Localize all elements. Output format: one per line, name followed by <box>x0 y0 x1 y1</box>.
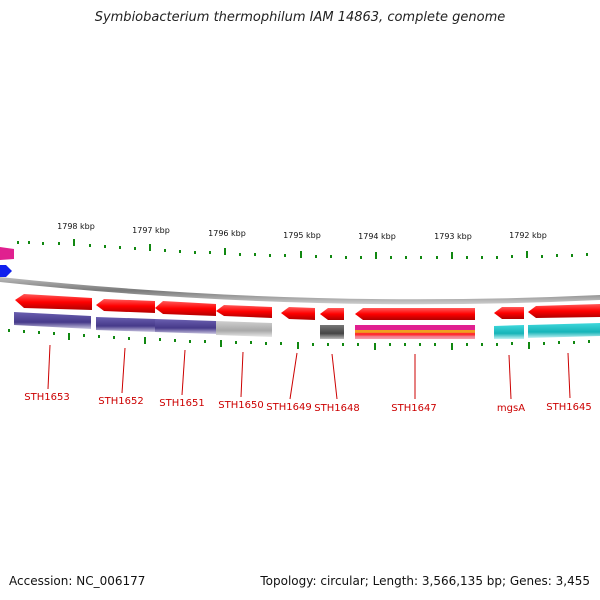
cog-block-mgsa <box>494 325 524 339</box>
kbp-label-1797: 1797 kbp <box>132 226 170 235</box>
kbp-label-1798: 1798 kbp <box>57 222 95 231</box>
accession-text: Accession: NC_006177 <box>9 574 146 588</box>
cog-block-sth1650 <box>216 321 272 337</box>
gene-arrow-sth1653 <box>15 294 92 310</box>
kbp-label-1793: 1793 kbp <box>434 232 472 241</box>
kbp-label-1796: 1796 kbp <box>208 229 246 238</box>
gene-label-mgsa: mgsA <box>497 403 525 414</box>
cog-block-sth1647 <box>355 325 475 339</box>
cog-block-sth1648 <box>320 325 344 339</box>
page-title: Symbiobacterium thermophilum IAM 14863, … <box>94 10 506 25</box>
gene-label-sth1652: STH1652 <box>98 396 143 407</box>
kbp-label-1792: 1792 kbp <box>509 231 547 240</box>
inner-ruler <box>8 329 590 350</box>
outer-ruler <box>17 239 588 259</box>
gene-arrow-sth1651 <box>155 301 216 316</box>
gene-label-sth1645: STH1645 <box>546 402 591 413</box>
gene-arrow-mgsa <box>494 307 524 319</box>
gene-label-sth1653: STH1653 <box>24 392 69 403</box>
cog-band <box>14 312 600 339</box>
gene-label-sth1648: STH1648 <box>314 403 359 414</box>
kbp-label-1795: 1795 kbp <box>283 231 321 240</box>
gene-arrow-sth1647 <box>355 308 475 320</box>
cog-block-sth1651 <box>155 319 216 334</box>
gene-arrow-sth1648 <box>320 308 344 320</box>
gene-label-sth1651: STH1651 <box>159 398 204 409</box>
cog-block-sth1645 <box>528 323 600 338</box>
left-blue-feature <box>0 265 12 277</box>
gene-arrow-sth1645 <box>528 304 600 318</box>
genome-backbone <box>0 277 600 305</box>
cog-block-sth1653 <box>14 312 91 329</box>
genome-summary-text: Topology: circular; Length: 3,566,135 bp… <box>260 574 590 588</box>
gene-arrow-sth1652 <box>96 299 155 313</box>
gene-label-sth1647: STH1647 <box>391 403 436 414</box>
left-magenta-feature <box>0 247 14 260</box>
cog-block-sth1652 <box>96 317 155 332</box>
kbp-label-1794: 1794 kbp <box>358 232 396 241</box>
gene-arrow-sth1650 <box>216 305 272 318</box>
gene-label-sth1650: STH1650 <box>218 400 263 411</box>
gene-arrows <box>15 294 600 320</box>
gene-arrow-sth1649 <box>281 307 315 320</box>
gene-label-sth1649: STH1649 <box>266 402 311 413</box>
leader-lines <box>47 344 571 400</box>
